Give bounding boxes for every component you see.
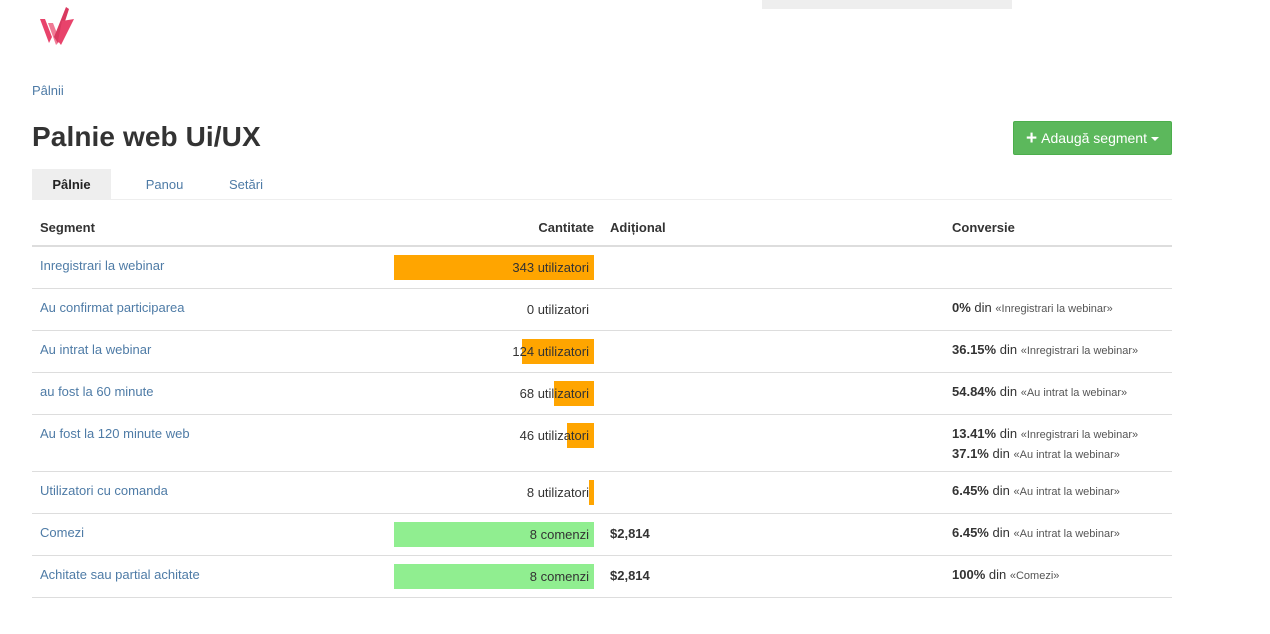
conversion-cell: 6.45% din «Au intrat la webinar» xyxy=(952,483,1120,503)
funnel-table: Segment Cantitate Adițional Conversie In… xyxy=(32,207,1172,598)
quantity-cell: 46 utilizatori xyxy=(394,423,594,448)
column-header-conversion: Conversie xyxy=(952,220,1015,235)
quantity-bar xyxy=(567,423,594,448)
conversion-reference: «Au intrat la webinar» xyxy=(1013,449,1120,461)
table-row: Utilizatori cu comanda 8 utilizatori 6.45%… xyxy=(32,472,1172,514)
conversion-percent: 6.45% xyxy=(952,483,989,498)
segment-link[interactable]: Inregistrari la webinar xyxy=(40,258,165,273)
conversion-of-word: din xyxy=(992,483,1010,498)
segment-link[interactable]: Au fost la 120 minute web xyxy=(40,426,190,441)
page-title: Palnie web Ui/UX xyxy=(32,121,261,152)
conversion-reference: «Inregistrari la webinar» xyxy=(1020,429,1139,441)
conversion-line: 100% din «Comezi» xyxy=(952,567,1059,587)
conversion-line: 37.1% din «Au intrat la webinar» xyxy=(952,446,1138,466)
conversion-percent: 6.45% xyxy=(952,525,989,540)
segment-link[interactable]: au fost la 60 minute xyxy=(40,384,154,399)
conversion-percent: 54.84% xyxy=(952,384,997,399)
conversion-percent: 36.15% xyxy=(952,342,997,357)
quantity-cell: 343 utilizatori xyxy=(394,255,594,280)
w-logo-icon[interactable] xyxy=(38,5,78,47)
table-row: Au fost la 120 minute web 46 utilizatori 1… xyxy=(32,415,1172,472)
conversion-percent: 100% xyxy=(952,567,986,582)
quantity-label: 46 utilizatori xyxy=(519,428,589,443)
conversion-of-word: din xyxy=(974,300,992,315)
segment-link[interactable]: Utilizatori cu comanda xyxy=(40,483,168,498)
conversion-reference: «Inregistrari la webinar» xyxy=(1020,345,1139,357)
quantity-label: 68 utilizatori xyxy=(519,386,589,401)
segment-link[interactable]: Au confirmat participarea xyxy=(40,300,185,315)
tab-funnel[interactable]: Pâlnie xyxy=(32,169,111,199)
table-row: Inregistrari la webinar 343 utilizatori xyxy=(32,247,1172,289)
conversion-cell: 100% din «Comezi» xyxy=(952,567,1059,587)
quantity-cell: 0 utilizatori xyxy=(394,297,594,322)
table-header: Segment Cantitate Adițional Conversie xyxy=(32,207,1172,247)
quantity-cell: 124 utilizatori xyxy=(394,339,594,364)
quantity-cell: 8 comenzi xyxy=(394,564,594,589)
conversion-percent: 13.41% xyxy=(952,426,997,441)
quantity-label: 343 utilizatori xyxy=(512,260,589,275)
tab-settings[interactable]: Setări xyxy=(229,176,263,192)
quantity-bar xyxy=(554,381,594,406)
conversion-cell: 36.15% din «Inregistrari la webinar» xyxy=(952,342,1138,362)
top-search-field[interactable] xyxy=(762,0,1012,9)
conversion-of-word: din xyxy=(992,446,1010,461)
table-row: Au intrat la webinar 124 utilizatori 36.15… xyxy=(32,331,1172,373)
quantity-label: 8 comenzi xyxy=(529,527,589,542)
conversion-line: 36.15% din «Inregistrari la webinar» xyxy=(952,342,1138,362)
conversion-of-word: din xyxy=(999,342,1018,357)
additional-value: $2,814 xyxy=(610,568,650,583)
conversion-reference: «Au intrat la webinar» xyxy=(1013,486,1120,498)
conversion-line: 54.84% din «Au intrat la webinar» xyxy=(952,384,1127,404)
quantity-bar xyxy=(522,339,594,364)
column-header-quantity: Cantitate xyxy=(538,220,594,235)
table-row: Au confirmat participarea 0 utilizatori 0%… xyxy=(32,289,1172,331)
conversion-reference: «Au intrat la webinar» xyxy=(1020,387,1128,399)
conversion-reference: «Comezi» xyxy=(1009,570,1060,582)
breadcrumb-funnels[interactable]: Pâlnii xyxy=(32,83,64,98)
conversion-reference: «Au intrat la webinar» xyxy=(1013,528,1120,540)
quantity-bar xyxy=(394,255,594,280)
table-row: au fost la 60 minute 68 utilizatori 54.84%… xyxy=(32,373,1172,415)
conversion-reference: «Inregistrari la webinar» xyxy=(995,303,1113,315)
add-segment-label: Adaugă segment xyxy=(1041,130,1147,146)
quantity-label: 124 utilizatori xyxy=(512,344,589,359)
conversion-line: 6.45% din «Au intrat la webinar» xyxy=(952,525,1120,545)
quantity-bar xyxy=(394,522,594,547)
quantity-cell: 68 utilizatori xyxy=(394,381,594,406)
segment-link[interactable]: Achitate sau partial achitate xyxy=(40,567,200,582)
conversion-cell: 54.84% din «Au intrat la webinar» xyxy=(952,384,1127,404)
table-row: Comezi 8 comenzi $2,814 6.45% din «Au intra… xyxy=(32,514,1172,556)
quantity-bar xyxy=(394,564,594,589)
quantity-cell: 8 utilizatori xyxy=(394,480,594,505)
conversion-of-word: din xyxy=(999,426,1018,441)
quantity-cell: 8 comenzi xyxy=(394,522,594,547)
plus-icon: + xyxy=(1026,127,1038,149)
column-header-segment: Segment xyxy=(40,220,95,235)
conversion-cell: 6.45% din «Au intrat la webinar» xyxy=(952,525,1120,545)
column-header-additional: Adițional xyxy=(610,220,666,235)
conversion-cell: 13.41% din «Inregistrari la webinar» 37.1… xyxy=(952,426,1138,466)
caret-down-icon xyxy=(1150,137,1159,141)
conversion-of-word: din xyxy=(992,525,1010,540)
conversion-line: 0% din «Inregistrari la webinar» xyxy=(952,300,1113,320)
conversion-percent: 37.1% xyxy=(952,446,989,461)
conversion-cell: 0% din «Inregistrari la webinar» xyxy=(952,300,1113,320)
table-row: Achitate sau partial achitate 8 comenzi $2… xyxy=(32,556,1172,598)
quantity-bar xyxy=(589,480,594,505)
tab-dashboard[interactable]: Panou xyxy=(145,176,184,192)
quantity-label: 0 utilizatori xyxy=(526,302,589,317)
conversion-line: 13.41% din «Inregistrari la webinar» xyxy=(952,426,1138,446)
additional-value: $2,814 xyxy=(610,526,650,541)
table-body: Inregistrari la webinar 343 utilizatori Au… xyxy=(32,247,1172,598)
conversion-of-word: din xyxy=(988,567,1007,582)
conversion-line: 6.45% din «Au intrat la webinar» xyxy=(952,483,1120,503)
segment-link[interactable]: Comezi xyxy=(40,525,85,540)
conversion-of-word: din xyxy=(999,384,1018,399)
quantity-label: 8 utilizatori xyxy=(526,485,589,500)
conversion-percent: 0% xyxy=(952,300,971,315)
tab-bar: Pâlnie Panou Setări xyxy=(32,169,1172,200)
quantity-label: 8 comenzi xyxy=(529,569,589,584)
segment-link[interactable]: Au intrat la webinar xyxy=(40,342,152,357)
add-segment-button[interactable]: + Adaugă segment xyxy=(1013,121,1172,155)
